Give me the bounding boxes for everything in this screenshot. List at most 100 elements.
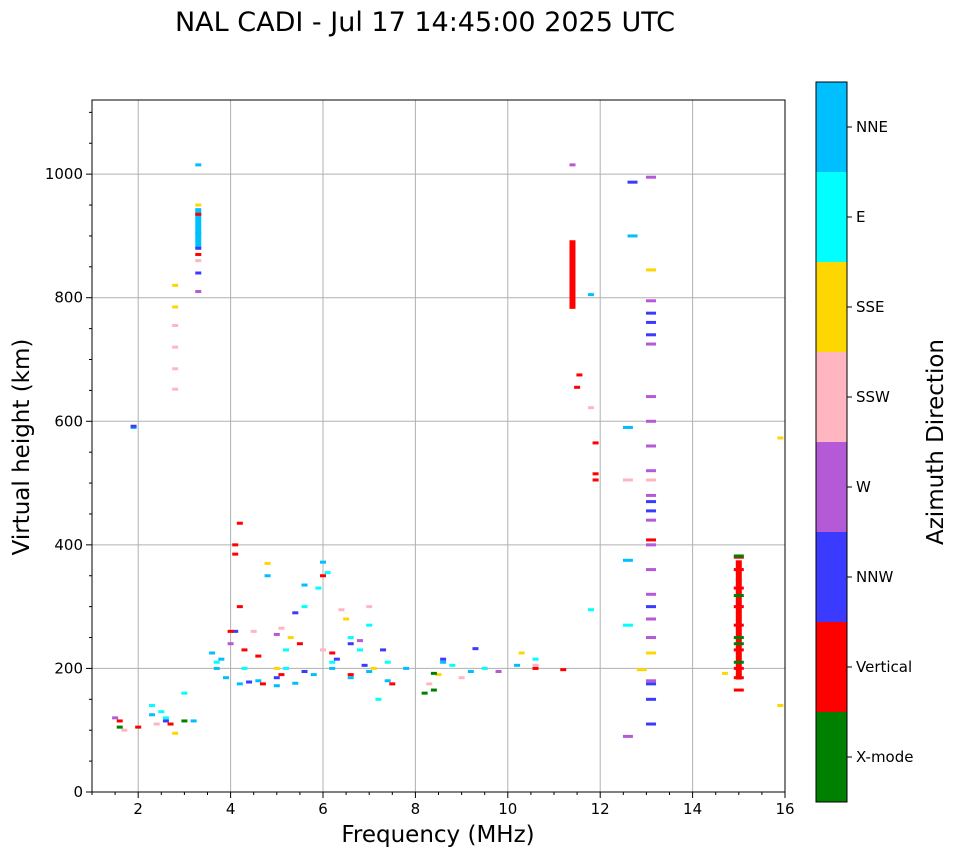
data-point-nnw	[646, 509, 657, 513]
data-point-e	[283, 666, 290, 670]
data-point-nne	[149, 713, 156, 717]
data-point-e	[324, 571, 331, 575]
data-point-nne	[310, 673, 317, 677]
data-point-ssw	[366, 605, 373, 609]
data-point-ssw	[426, 682, 433, 686]
data-point-ssw	[172, 387, 179, 391]
data-point-nnw	[361, 663, 368, 667]
colorbar-segment	[816, 352, 847, 442]
data-marks	[112, 163, 784, 738]
data-point-nne	[292, 681, 299, 685]
data-point-w	[646, 636, 657, 640]
data-point-nnw	[301, 670, 308, 674]
data-point-vertical	[592, 441, 599, 445]
data-point-w	[622, 734, 633, 738]
data-point-nne	[264, 574, 271, 578]
data-point-w	[646, 175, 657, 179]
colorbar-tick-label: NNE	[856, 118, 888, 136]
data-point-w	[646, 299, 657, 303]
colorbar: X-mode Vertical NNW W SSW SSE E NNE	[815, 81, 913, 803]
data-point-nnw	[440, 657, 447, 661]
plot-background	[92, 100, 785, 792]
data-point-ssw	[587, 406, 594, 410]
data-point-ssw	[320, 648, 326, 652]
data-point-nne	[627, 234, 638, 238]
data-point-w	[495, 670, 502, 674]
data-point-e	[301, 605, 308, 609]
data-point-ssw	[121, 728, 128, 732]
data-point-sse	[287, 636, 294, 640]
colorbar-segment	[816, 622, 847, 712]
data-point-vertical	[167, 722, 174, 726]
data-point-nne	[213, 666, 220, 670]
data-point-w	[646, 493, 657, 497]
data-point-ssw	[172, 324, 179, 328]
data-point-e	[149, 704, 156, 707]
y-tick-label: 800	[54, 289, 83, 307]
x-tick-label: 6	[318, 800, 328, 818]
data-point-vertical	[347, 673, 354, 677]
data-point-vertical	[576, 373, 583, 377]
data-point-ssw	[622, 478, 633, 482]
colorbar-tick-label: E	[856, 208, 865, 226]
echo-bar	[735, 560, 742, 680]
y-axis-label: Virtual height (km)	[9, 339, 35, 556]
data-point-nne	[366, 670, 373, 674]
data-point-sse	[646, 651, 657, 655]
data-point-nne	[622, 425, 633, 429]
data-point-w	[646, 395, 657, 399]
data-point-vertical	[733, 605, 744, 609]
data-point-w	[646, 469, 657, 473]
data-point-sse	[172, 305, 179, 309]
data-point-e	[181, 691, 188, 695]
data-point-nnw	[333, 657, 340, 661]
data-point-x-mode	[733, 554, 744, 558]
data-point-vertical	[733, 648, 744, 652]
x-tick-label: 12	[591, 800, 610, 818]
data-point-nne	[403, 666, 410, 670]
data-point-x-mode	[421, 691, 428, 695]
data-point-ssw	[278, 626, 285, 630]
echo-bar	[569, 240, 576, 309]
data-point-x-mode	[733, 636, 744, 640]
data-point-vertical	[232, 552, 239, 556]
data-point-sse	[646, 268, 657, 272]
data-point-x-mode	[116, 725, 123, 729]
data-point-e	[366, 623, 373, 627]
data-point-e	[622, 623, 633, 627]
data-point-nne	[190, 719, 197, 723]
data-point-nnw	[646, 311, 657, 315]
y-tick-label: 400	[54, 536, 83, 554]
data-point-w	[112, 716, 119, 720]
data-point-x-mode	[733, 642, 744, 646]
data-point-nnw	[347, 642, 354, 646]
data-point-x-mode	[181, 719, 188, 723]
data-point-vertical	[116, 719, 123, 723]
data-point-nne	[440, 660, 447, 664]
data-point-sse	[264, 561, 271, 565]
colorbar-tick-label: W	[856, 478, 871, 496]
colorbar-segment	[816, 82, 847, 172]
data-point-nnw	[646, 682, 657, 686]
data-point-vertical	[259, 682, 266, 686]
data-point-x-mode	[733, 594, 744, 598]
data-point-e	[241, 666, 248, 670]
data-point-sse	[777, 704, 784, 707]
data-point-nnw	[646, 333, 657, 337]
data-point-nne	[273, 684, 280, 688]
data-point-ssw	[458, 676, 465, 680]
data-point-x-mode	[430, 688, 437, 692]
data-point-nne	[209, 651, 216, 655]
y-tick-label: 200	[54, 659, 83, 677]
data-point-w	[356, 639, 363, 643]
data-point-w	[646, 342, 657, 346]
colorbar-tick-label: X-mode	[856, 748, 913, 766]
data-point-nne	[236, 682, 243, 686]
data-point-e	[481, 666, 488, 670]
data-point-e	[587, 608, 594, 612]
data-point-vertical	[733, 568, 744, 572]
data-point-ssw	[172, 367, 179, 371]
data-point-nnw	[646, 605, 657, 609]
colorbar-segment	[816, 442, 847, 532]
